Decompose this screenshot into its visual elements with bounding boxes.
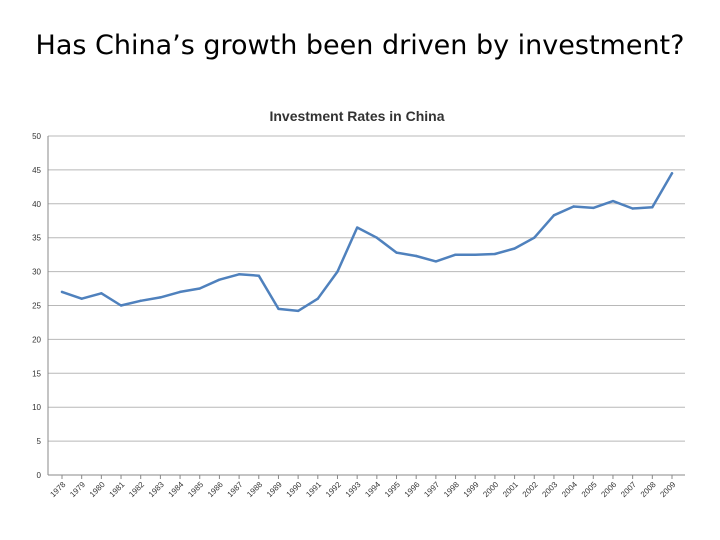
x-tick-label: 1981	[107, 480, 126, 499]
x-tick-label: 2000	[481, 480, 500, 499]
y-tick-label: 10	[32, 403, 41, 412]
x-tick-label: 2009	[658, 480, 677, 499]
x-tick-label: 1989	[265, 480, 284, 499]
y-tick-label: 0	[37, 471, 42, 480]
data-point	[60, 290, 64, 294]
y-tick-label: 45	[32, 166, 41, 175]
x-tick-label: 1996	[403, 480, 422, 499]
x-tick-label: 1983	[147, 480, 166, 499]
data-point	[631, 207, 634, 210]
series-line-0	[60, 172, 674, 313]
x-tick-label: 2003	[540, 480, 559, 499]
y-tick-label: 40	[32, 200, 41, 209]
slide-title: Has China’s growth been driven by invest…	[35, 30, 685, 61]
y-tick-label: 50	[32, 132, 41, 141]
data-point	[296, 309, 300, 313]
x-tick-label: 1984	[167, 480, 186, 499]
data-point	[257, 274, 260, 277]
x-tick-label: 1988	[245, 480, 264, 499]
x-tick-label: 1993	[344, 480, 363, 499]
x-tick-label: 2001	[501, 480, 520, 499]
data-point	[434, 260, 438, 263]
data-point	[336, 270, 339, 273]
x-tick-label: 1992	[324, 480, 343, 499]
x-tick-label: 1994	[363, 480, 382, 499]
x-tick-label: 1982	[127, 480, 146, 499]
x-tick-label: 1998	[442, 480, 461, 499]
x-tick-label: 2007	[619, 480, 638, 499]
data-point	[198, 287, 201, 290]
data-point	[139, 299, 142, 302]
x-tick-label: 1986	[206, 480, 225, 499]
data-point	[277, 307, 280, 311]
data-point	[552, 214, 556, 217]
x-tick-label: 2008	[639, 480, 658, 499]
data-point	[592, 206, 595, 210]
series-lines	[60, 172, 674, 313]
data-point	[651, 205, 654, 209]
data-point	[513, 247, 516, 250]
x-tick-label: 2004	[560, 480, 579, 499]
y-tick-label: 35	[32, 234, 41, 243]
data-point	[454, 253, 457, 256]
x-tick-label: 1999	[462, 480, 481, 499]
data-point	[533, 236, 536, 239]
x-tick-label: 1978	[48, 480, 67, 499]
x-tick-label: 1997	[422, 480, 441, 499]
data-point	[375, 236, 379, 239]
data-point	[218, 278, 221, 281]
y-tick-label: 5	[37, 437, 42, 446]
x-tick-label: 1980	[88, 480, 107, 499]
x-tick-label: 1985	[186, 480, 205, 499]
x-tick-label: 2002	[521, 480, 540, 499]
data-point	[414, 254, 418, 258]
gridlines	[47, 135, 685, 479]
data-point	[493, 252, 497, 256]
y-tick-label: 15	[32, 369, 41, 378]
y-tick-label: 20	[32, 335, 41, 344]
x-tick-label: 1990	[285, 480, 304, 499]
x-tick-label: 1987	[226, 480, 245, 499]
data-point	[474, 253, 477, 256]
data-point	[80, 297, 83, 300]
x-tick-label: 1991	[304, 480, 323, 499]
y-axis-tick-labels: 0 5 10 15 20 25 30 35 40 45 50	[32, 132, 41, 480]
y-tick-label: 25	[32, 302, 41, 311]
data-point	[316, 297, 320, 300]
data-point	[670, 172, 674, 175]
chart-title: Investment Rates in China	[269, 108, 444, 124]
x-tick-label: 1979	[68, 480, 87, 499]
data-point	[178, 290, 182, 294]
data-point	[572, 205, 575, 208]
data-point	[119, 304, 123, 307]
data-point	[611, 199, 615, 203]
x-tick-label: 2005	[580, 480, 599, 499]
x-axis-tick-labels: 1978 1979 1980 1981 1982 1983 1984 1985 1986 1987…	[48, 480, 677, 499]
data-point	[395, 251, 398, 254]
x-tick-label: 1995	[383, 480, 402, 499]
data-point	[355, 226, 359, 229]
data-point	[100, 292, 103, 295]
data-point	[159, 296, 162, 299]
y-tick-label: 30	[32, 268, 41, 277]
data-point	[237, 273, 241, 276]
x-tick-label: 2006	[599, 480, 618, 499]
